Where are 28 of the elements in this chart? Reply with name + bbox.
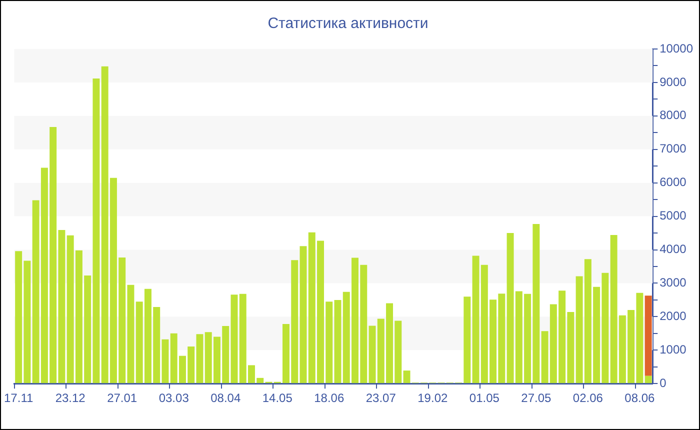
x-tick-label: 01.05 [469, 391, 500, 406]
x-tick-label: 02.06 [572, 391, 604, 406]
x-tick-label: 14.05 [262, 391, 293, 406]
y-tick-label: 4000 [660, 242, 687, 256]
x-tick-label: 03.03 [158, 391, 190, 406]
chart-title: Статистика активности [268, 15, 428, 32]
x-tick-label: 23.07 [366, 391, 396, 406]
y-tick-label: 2000 [660, 308, 687, 323]
x-tick-label: 17.11 [4, 391, 34, 406]
y-tick-label: 6000 [660, 175, 687, 190]
y-tick-label: 8000 [660, 108, 687, 122]
bar [300, 246, 307, 384]
x-tick-label: 19.02 [418, 391, 448, 406]
x-tick-label: 27.01 [107, 391, 138, 406]
bar [644, 376, 652, 384]
x-tick-label: 08.04 [210, 391, 241, 406]
x-tick-label: 08.06 [624, 391, 656, 406]
x-tick-label: 23.12 [55, 391, 86, 406]
y-tick-label: 9000 [660, 74, 687, 89]
y-tick-label: 1000 [660, 342, 687, 356]
y-tick-label: 10000 [660, 41, 694, 56]
x-tick-label: 18.06 [314, 391, 344, 406]
y-tick-label: 5000 [660, 208, 687, 223]
x-tick-label: 27.05 [521, 391, 552, 406]
bar [644, 296, 652, 376]
y-tick-label: 3000 [660, 276, 687, 290]
y-tick-label: 0 [660, 376, 667, 390]
y-tick-label: 7000 [660, 142, 687, 156]
